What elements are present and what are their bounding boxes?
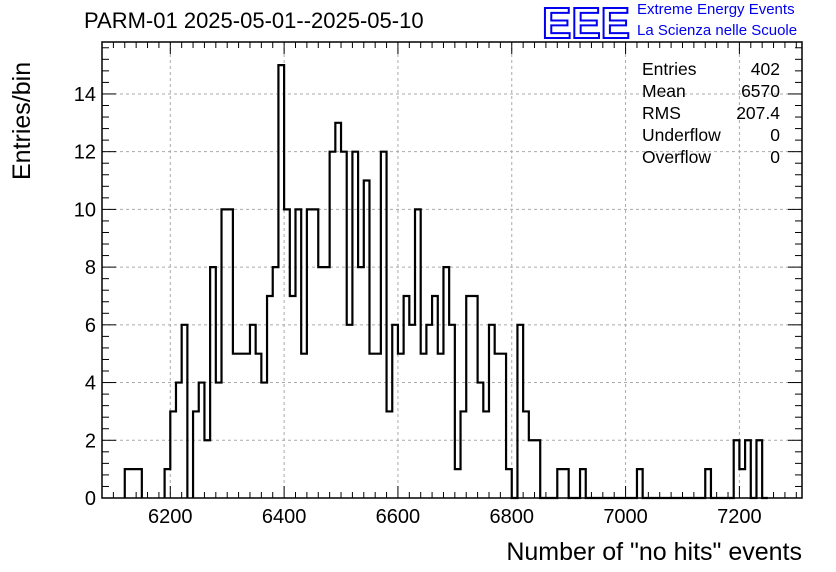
axis-ticks (102, 42, 802, 499)
stat-value: 207.4 (736, 103, 780, 123)
x-tick-label: 6200 (148, 506, 193, 528)
histogram-bin (398, 354, 404, 498)
histogram-bin (421, 354, 427, 498)
x-tick-label: 7000 (603, 506, 648, 528)
stat-row-entries: Entries 402 (642, 58, 780, 80)
stats-box: Entries 402 Mean 6570 RMS 207.4 Underflo… (642, 58, 780, 168)
stat-label: Underflow (642, 125, 721, 145)
stat-value: 0 (770, 147, 780, 167)
stat-value: 402 (750, 59, 780, 79)
y-tick-label: 0 (85, 488, 96, 510)
histogram-bin (244, 354, 250, 498)
x-tick-label: 7200 (717, 506, 762, 528)
stat-label: Entries (642, 59, 697, 79)
logo-text-line2: La Scienza nelle Scuole (637, 22, 798, 39)
stat-label: Mean (642, 81, 686, 101)
stat-row-rms: RMS 207.4 (642, 102, 780, 124)
histogram-bin (409, 325, 415, 498)
eee-logo: EEE (542, 2, 631, 42)
histogram-bin (318, 267, 324, 498)
y-tick-label: 6 (85, 315, 96, 337)
histogram-bin (290, 296, 296, 498)
x-tick-label: 6800 (490, 506, 535, 528)
histogram-bin (233, 354, 239, 498)
y-tick-label: 4 (85, 373, 96, 395)
histogram-bin (375, 354, 381, 498)
histogram-bin (261, 383, 267, 498)
y-tick-label: 14 (74, 84, 96, 106)
y-tick-label: 12 (74, 142, 96, 164)
y-tick-label: 8 (85, 257, 96, 279)
plot-frame (101, 41, 803, 499)
x-axis-label: Number of "no hits" events (506, 538, 802, 566)
stat-row-underflow: Underflow 0 (642, 124, 780, 146)
stat-label: RMS (642, 103, 681, 123)
y-axis-label: Entries/bin (8, 61, 36, 180)
histogram-bin (438, 354, 444, 498)
histogram-bin (324, 267, 330, 498)
stat-row-overflow: Overflow 0 (642, 146, 780, 168)
stat-row-mean: Mean 6570 (642, 80, 780, 102)
stat-value: 6570 (741, 81, 780, 101)
histogram-bin (335, 123, 341, 498)
stat-value: 0 (770, 125, 780, 145)
histogram-bin (739, 469, 745, 498)
tick-labels: 6200 6400 6600 6800 7000 7200 0 2 4 6 8 10 12 14 (74, 84, 762, 528)
chart-title: PARM-01 2025-05-01--2025-05-10 (84, 8, 424, 33)
histogram-bin (347, 325, 353, 498)
histogram-bin (239, 354, 245, 498)
x-tick-label: 6600 (376, 506, 421, 528)
histogram-bin (483, 411, 489, 498)
stat-label: Overflow (642, 147, 712, 167)
y-tick-label: 2 (85, 430, 96, 452)
histogram-bin (273, 267, 279, 498)
histogram-bin (216, 383, 222, 498)
histogram-bin (204, 440, 210, 498)
y-tick-label: 10 (74, 199, 96, 221)
histogram-bin (495, 354, 501, 498)
histogram-bin (130, 469, 136, 498)
histogram-bin (387, 411, 393, 498)
histogram-bin (529, 440, 535, 498)
histogram-bin (358, 267, 364, 498)
histogram-bin (369, 354, 375, 498)
histogram-bin (455, 469, 461, 498)
eee-logo-letters: EEE (542, 2, 630, 42)
histogram-bin (301, 354, 307, 498)
logo-text-line1: Extreme Energy Events (637, 1, 795, 18)
x-tick-label: 6400 (262, 506, 307, 528)
